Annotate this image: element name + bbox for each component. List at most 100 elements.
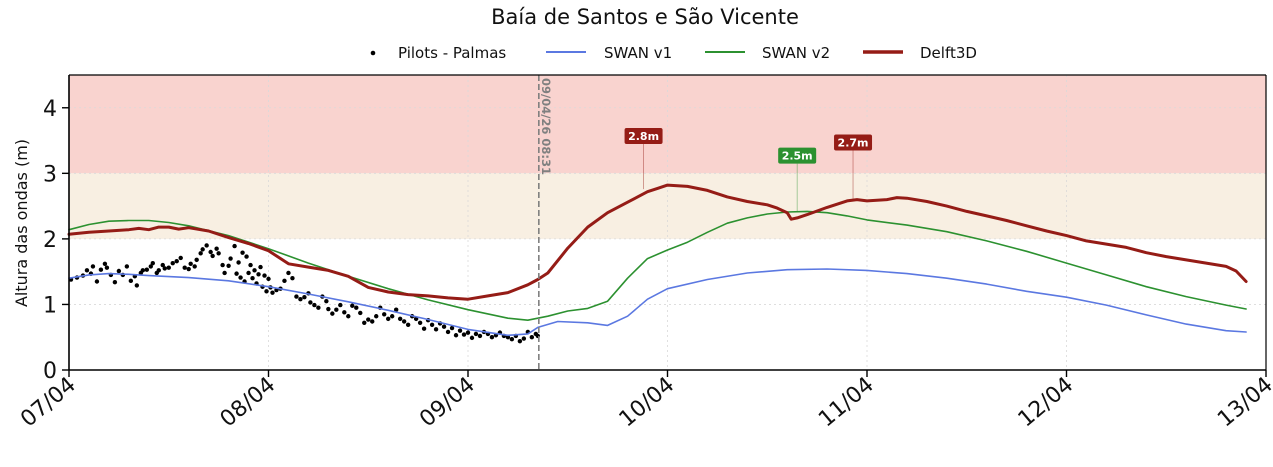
data-point-pilots: [252, 268, 257, 273]
legend-marker-pilots: [370, 50, 376, 56]
x-tick-label: 08/04: [216, 372, 281, 432]
data-point-pilots: [156, 268, 161, 273]
data-point-pilots: [346, 314, 351, 319]
data-point-pilots: [433, 327, 439, 332]
data-point-pilots: [393, 307, 399, 312]
data-point-pilots: [98, 267, 104, 272]
y-axis-label: Altura das ondas (m): [12, 139, 31, 307]
data-point-pilots: [228, 256, 233, 261]
data-point-pilots: [198, 251, 203, 256]
data-point-pilots: [350, 303, 355, 308]
data-point-pilots: [220, 262, 225, 268]
data-point-pilots: [244, 254, 249, 259]
data-point-pilots: [477, 333, 483, 339]
legend-label-delft3d: Delft3D: [920, 44, 977, 62]
data-point-pilots: [505, 335, 511, 340]
data-point-pilots: [178, 255, 183, 261]
legend-item-swan-v1: SWAN v1: [546, 44, 672, 62]
peak-label-text: 2.7m: [838, 137, 869, 150]
data-point-pilots: [232, 243, 237, 249]
data-point-pilots: [246, 270, 251, 276]
data-point-pilots: [144, 267, 150, 272]
x-tick-label: 09/04: [415, 372, 480, 432]
data-point-pilots: [162, 266, 167, 271]
data-point-pilots: [457, 328, 463, 333]
data-point-pilots: [362, 320, 367, 325]
data-point-pilots: [150, 260, 155, 266]
data-point-pilots: [389, 314, 395, 319]
data-point-pilots: [358, 310, 363, 316]
data-point-pilots: [174, 258, 179, 264]
data-point-pilots: [210, 253, 215, 259]
y-tick-label: 0: [43, 359, 57, 384]
now-marker-label: 09/04/26 08:31: [539, 78, 553, 175]
data-point-pilots: [382, 312, 387, 317]
data-point-pilots: [84, 268, 90, 273]
data-point-pilots: [236, 260, 241, 265]
data-point-pilots: [204, 243, 209, 248]
data-point-pilots: [270, 290, 275, 295]
data-point-pilots: [148, 264, 153, 269]
chart-title: Baía de Santos e São Vicente: [491, 5, 799, 29]
data-point-pilots: [401, 319, 407, 324]
data-point-pilots: [264, 289, 269, 294]
data-point-pilots: [238, 275, 243, 280]
legend-label-swan-v2: SWAN v2: [762, 44, 830, 62]
data-point-pilots: [521, 336, 527, 341]
y-tick-label: 2: [43, 228, 57, 253]
data-point-pilots: [294, 294, 299, 299]
data-point-pilots: [234, 271, 239, 276]
data-point-pilots: [166, 265, 171, 270]
data-point-pilots: [324, 298, 329, 304]
data-point-pilots: [90, 264, 96, 269]
data-point-pilots: [266, 276, 271, 282]
data-point-pilots: [262, 273, 267, 278]
data-point-pilots: [354, 305, 359, 310]
data-point-pilots: [386, 316, 391, 322]
data-point-pilots: [374, 314, 379, 319]
data-point-pilots: [208, 249, 213, 255]
series-line-swan-v2: [68, 210, 1247, 321]
legend-label-swan-v1: SWAN v1: [604, 44, 672, 62]
data-point-pilots: [366, 317, 371, 322]
data-point-pilots: [240, 250, 245, 255]
data-point-pilots: [258, 264, 263, 270]
data-point-pilots: [316, 305, 321, 310]
data-point-pilots: [256, 272, 261, 277]
data-point-pilots: [397, 316, 403, 322]
data-point-pilots: [290, 276, 295, 281]
data-point-pilots: [140, 268, 146, 273]
data-point-pilots: [326, 306, 331, 312]
data-point-pilots: [469, 335, 475, 341]
data-point-pilots: [445, 329, 451, 335]
data-point-pilots: [417, 320, 423, 325]
data-point-pilots: [112, 279, 118, 285]
data-point-pilots: [517, 338, 523, 344]
data-point-pilots: [465, 330, 471, 335]
data-point-pilots: [186, 266, 191, 272]
data-point-pilots: [302, 295, 307, 300]
data-point-pilots: [421, 326, 427, 331]
data-point-pilots: [214, 246, 219, 251]
data-point-pilots: [104, 265, 110, 270]
data-point-pilots: [529, 335, 535, 340]
data-point-pilots: [182, 265, 187, 270]
data-point-pilots: [94, 279, 100, 284]
data-point-pilots: [342, 310, 347, 315]
risk-zone-0: [69, 75, 1266, 174]
data-point-pilots: [226, 263, 231, 268]
peak-label-badge: [778, 147, 817, 164]
data-point-pilots: [222, 270, 227, 276]
data-point-pilots: [429, 322, 435, 327]
data-point-pilots: [102, 261, 108, 266]
data-point-pilots: [312, 302, 317, 308]
data-point-pilots: [308, 300, 313, 305]
peak-label-badge: [624, 127, 663, 144]
y-tick-label: 4: [43, 97, 57, 122]
legend-label-pilots: Pilots - Palmas: [398, 44, 506, 62]
data-point-pilots: [370, 319, 375, 324]
data-point-pilots: [489, 335, 495, 340]
data-point-pilots: [124, 264, 130, 269]
peak-label-text: 2.8m: [628, 130, 659, 143]
